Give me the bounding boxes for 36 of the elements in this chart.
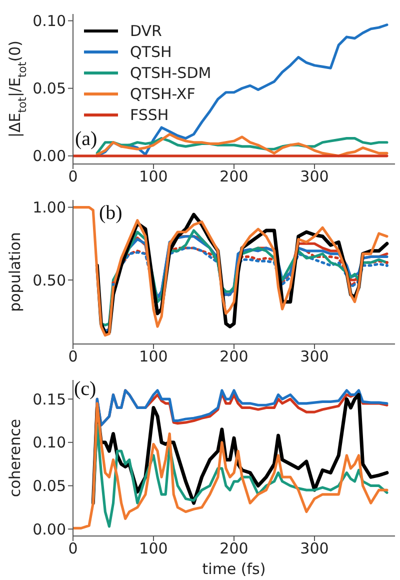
x-tick-label: 0 — [68, 168, 78, 186]
x-tick-label: 0 — [68, 540, 78, 558]
legend-label: QTSH-SDM — [130, 64, 212, 82]
x-tick-label: 0 — [68, 348, 78, 366]
line-series — [96, 132, 388, 158]
x-tick-label: 100 — [139, 168, 168, 186]
y-tick-label: 1.00 — [32, 198, 66, 217]
y-axis-title: coherence — [6, 418, 24, 498]
y-tick-label: 0.10 — [32, 434, 66, 452]
y-tick-label: 0.10 — [32, 12, 66, 30]
y-tick-label: 0.05 — [32, 80, 66, 98]
annotation: (a) — [75, 128, 98, 151]
x-tick-label: 300 — [300, 348, 329, 366]
annotation: (b) — [99, 202, 122, 225]
y-tick-label: 0.50 — [32, 271, 66, 290]
x-axis-title: time (fs) — [202, 560, 266, 578]
annotation: (c) — [74, 378, 96, 401]
y-tick-label: 0.00 — [32, 520, 66, 538]
x-tick-label: 100 — [139, 348, 168, 366]
legend-label: QTSH-XF — [130, 84, 196, 102]
point — [385, 264, 388, 267]
x-tick-label: 200 — [220, 348, 248, 366]
x-tick-label: 100 — [139, 540, 168, 558]
y-axis-title: population — [6, 232, 24, 312]
line-series — [73, 402, 388, 530]
y-tick-label: 0.00 — [32, 147, 66, 166]
x-tick-label: 300 — [300, 540, 329, 558]
legend-label: DVR — [130, 22, 162, 40]
x-tick-label: 200 — [220, 540, 248, 558]
x-tick-label: 300 — [300, 168, 329, 186]
legend-label: QTSH — [130, 42, 172, 60]
point — [385, 261, 388, 264]
x-tick-label: 200 — [220, 168, 248, 186]
legend-label: FSSH — [130, 106, 169, 124]
y-tick-label: 0.15 — [32, 390, 66, 408]
y-tick-label: 0.05 — [32, 477, 66, 496]
